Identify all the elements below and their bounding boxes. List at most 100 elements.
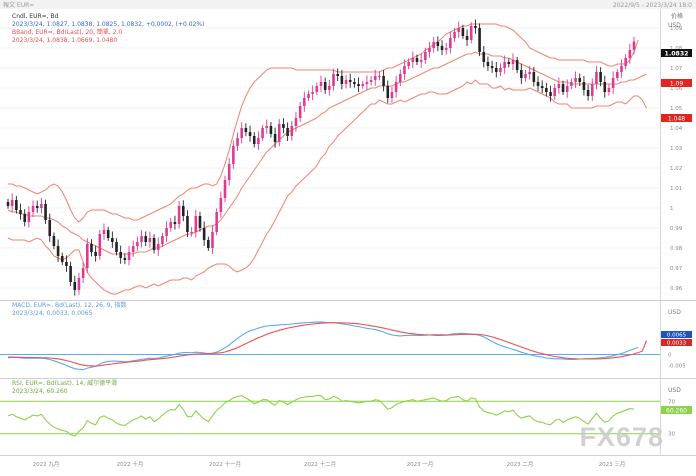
candle-body bbox=[348, 80, 352, 82]
candle bbox=[449, 31, 452, 54]
candle-body bbox=[570, 82, 573, 86]
candle bbox=[328, 79, 331, 96]
candle bbox=[144, 231, 148, 247]
rsi-info-line2: 2023/3/24, 60.260 bbox=[12, 388, 68, 395]
candle bbox=[111, 231, 114, 248]
price-tick-label: 0.98 bbox=[670, 246, 683, 252]
candle-body bbox=[69, 266, 72, 282]
candle bbox=[490, 60, 494, 73]
candle bbox=[207, 236, 210, 251]
candle bbox=[361, 80, 365, 89]
candle bbox=[123, 253, 127, 265]
candle bbox=[131, 240, 135, 257]
price-tick-label: 1.07 bbox=[670, 66, 683, 72]
candle bbox=[419, 53, 423, 68]
candle bbox=[248, 125, 252, 142]
candle bbox=[528, 65, 531, 80]
candle bbox=[173, 215, 177, 230]
candle bbox=[44, 199, 47, 224]
x-axis-label: 2022 十月 bbox=[117, 460, 144, 468]
candle bbox=[198, 211, 202, 232]
candle bbox=[303, 91, 306, 112]
candle-body bbox=[486, 62, 490, 66]
candle bbox=[336, 68, 339, 81]
rsi-line bbox=[7, 395, 635, 437]
candle-body bbox=[511, 60, 515, 64]
candle bbox=[628, 43, 632, 64]
candle bbox=[344, 75, 348, 89]
candle bbox=[582, 75, 586, 96]
candle bbox=[382, 70, 385, 92]
candle bbox=[578, 73, 582, 87]
candle-body bbox=[98, 234, 102, 256]
candle bbox=[65, 255, 68, 272]
price-tick-label: 1.06 bbox=[670, 86, 683, 92]
candle bbox=[148, 231, 152, 248]
candle-body bbox=[73, 282, 77, 290]
candle bbox=[624, 54, 627, 70]
rsi-tag: 60.260 bbox=[661, 406, 692, 415]
candle bbox=[102, 223, 106, 240]
candle bbox=[60, 252, 64, 266]
candle bbox=[603, 75, 607, 98]
candle-body bbox=[353, 82, 356, 84]
candle-body bbox=[240, 128, 244, 138]
candle-body bbox=[328, 86, 331, 90]
candle-body bbox=[515, 60, 519, 70]
top-bar bbox=[0, 0, 696, 9]
macd-macd-line bbox=[7, 321, 639, 371]
candle-body bbox=[207, 240, 210, 248]
candle-body bbox=[361, 84, 365, 86]
candle bbox=[503, 55, 506, 74]
panel-frames bbox=[0, 9, 696, 456]
candle-body bbox=[219, 198, 223, 212]
candle-body bbox=[136, 242, 139, 246]
candle-body bbox=[173, 222, 177, 224]
candle-body bbox=[616, 72, 619, 78]
candle bbox=[611, 71, 615, 94]
candle-body bbox=[261, 128, 264, 138]
candle-body bbox=[85, 244, 89, 268]
rsi-tag-box bbox=[661, 406, 692, 414]
candle-body bbox=[524, 74, 527, 78]
candle bbox=[219, 191, 223, 218]
candle bbox=[31, 200, 35, 217]
price-tag-box bbox=[661, 49, 692, 57]
candle-body bbox=[540, 86, 544, 88]
rsi-tag-text: 60.260 bbox=[666, 408, 687, 415]
candle bbox=[469, 22, 473, 44]
candle bbox=[186, 210, 189, 238]
candle-body bbox=[549, 92, 552, 96]
candle bbox=[432, 36, 435, 53]
candle-body bbox=[620, 66, 623, 72]
price-tick-label: 1.03 bbox=[670, 146, 683, 152]
candle-body bbox=[10, 200, 14, 206]
candle-body bbox=[503, 62, 506, 68]
candle bbox=[81, 262, 85, 284]
candle bbox=[549, 85, 552, 102]
candle bbox=[595, 66, 598, 90]
candle bbox=[307, 90, 310, 102]
candle bbox=[277, 119, 281, 147]
candle-body bbox=[632, 41, 636, 50]
rsi-axis-unit: USD bbox=[668, 387, 681, 394]
candle-body bbox=[315, 86, 319, 92]
candle bbox=[407, 58, 410, 70]
candle-body bbox=[424, 52, 427, 60]
bband-middle-line bbox=[7, 51, 647, 255]
candle bbox=[428, 41, 431, 58]
candle bbox=[23, 209, 26, 227]
candle-body bbox=[35, 206, 39, 208]
candle bbox=[369, 76, 373, 86]
candle-body bbox=[469, 26, 473, 40]
candle bbox=[77, 272, 81, 295]
macd-tag-macd: 0.0033 bbox=[661, 339, 692, 347]
candle-body bbox=[449, 38, 452, 48]
candle bbox=[620, 59, 623, 78]
candle-body bbox=[453, 32, 456, 38]
candle bbox=[73, 275, 77, 296]
candle bbox=[90, 239, 93, 257]
candle-body bbox=[332, 74, 335, 86]
candle-body bbox=[115, 242, 118, 252]
candle bbox=[540, 80, 544, 94]
